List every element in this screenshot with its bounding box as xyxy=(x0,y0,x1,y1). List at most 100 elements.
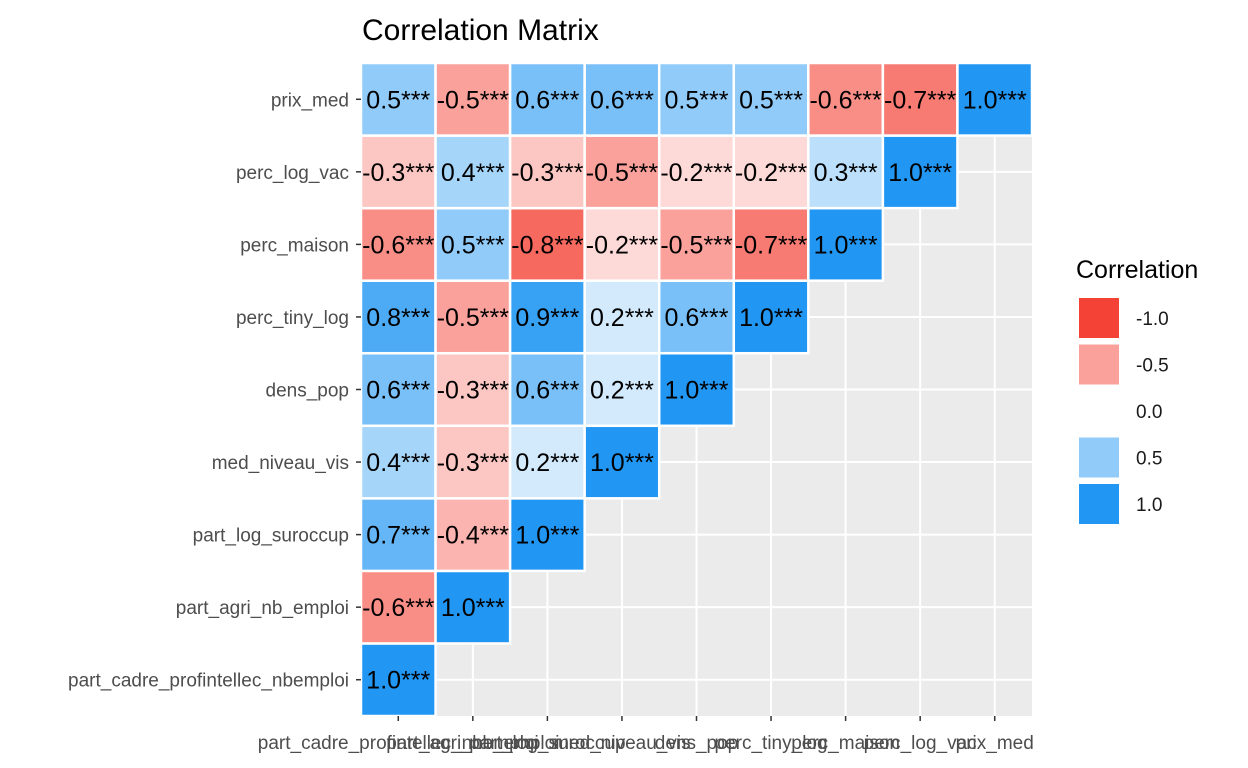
y-tick-label: perc_maison xyxy=(240,235,349,256)
cell-value-label: 0.2*** xyxy=(590,304,654,332)
legend-label: 0.0 xyxy=(1136,402,1162,423)
cell-value-label: 0.5*** xyxy=(665,86,729,114)
x-tick-label: part_log_suroccup xyxy=(469,733,625,754)
cell-value-label: 0.4*** xyxy=(366,449,430,477)
heatmap-cell xyxy=(657,351,736,428)
cell-value-label: 0.6*** xyxy=(665,304,729,332)
cell-value-label: 0.7*** xyxy=(366,522,430,550)
cell-value-label: 1.0*** xyxy=(665,377,729,405)
cell-value-label: -0.7*** xyxy=(884,86,957,114)
cell-value-label: -0.3*** xyxy=(437,377,510,405)
legend-key xyxy=(1079,344,1119,385)
cell-value-label: -0.5*** xyxy=(437,86,510,114)
cell-value-label: 0.2*** xyxy=(515,449,579,477)
cell-value-label: -0.5*** xyxy=(660,231,733,259)
cell-value-label: -0.2*** xyxy=(586,231,659,259)
x-axis: part_cadre_profintellec_nbemploipart_agr… xyxy=(258,716,1034,754)
x-tick-label: dens_pop xyxy=(655,733,738,754)
cell-value-label: -0.3*** xyxy=(362,159,435,187)
heatmap-cell xyxy=(583,206,661,282)
cell-value-label: 1.0*** xyxy=(963,86,1027,114)
y-tick-label: dens_pop xyxy=(266,381,349,402)
y-tick-label: part_cadre_profintellec_nbemploi xyxy=(68,671,349,692)
cell-value-label: -0.2*** xyxy=(735,159,808,187)
cell-value-label: 0.6*** xyxy=(590,86,654,114)
y-tick-label: part_agri_nb_emploi xyxy=(176,598,349,619)
x-tick-label: perc_tiny_log xyxy=(715,733,828,754)
heatmap-cell xyxy=(434,279,512,355)
y-tick-label: part_log_suroccup xyxy=(193,526,349,547)
cell-value-label: 0.6*** xyxy=(366,377,430,405)
y-tick-label: perc_log_vac xyxy=(236,163,349,184)
cell-value-label: -0.6*** xyxy=(362,231,435,259)
heatmap-cell xyxy=(732,279,810,355)
legend-key xyxy=(1079,484,1119,524)
heatmap-cell xyxy=(434,424,512,500)
cell-value-label: -0.3*** xyxy=(511,159,584,187)
x-tick-label: part_agri_nb_emploi xyxy=(386,733,559,754)
heatmap-cell xyxy=(583,424,661,500)
cell-value-label: 0.8*** xyxy=(366,304,430,332)
heatmap-cell xyxy=(807,61,885,137)
heatmap-cell xyxy=(508,61,586,137)
cell-value-label: -0.6*** xyxy=(362,594,435,622)
cell-value-label: 0.6*** xyxy=(515,86,579,114)
cell-value-label: 0.4*** xyxy=(441,159,505,187)
legend-label: 1.0 xyxy=(1136,495,1162,516)
y-tick-label: perc_tiny_log xyxy=(236,308,349,329)
cell-value-label: 0.5*** xyxy=(366,86,430,114)
x-tick-label: prix_med xyxy=(956,733,1034,754)
x-tick-label: part_cadre_profintellec_nbemploi xyxy=(258,733,539,754)
heatmap-cell xyxy=(657,279,736,355)
chart-title: Correlation Matrix xyxy=(362,14,599,47)
cell-value-label: 1.0*** xyxy=(590,449,654,477)
heatmap-cell xyxy=(657,206,736,282)
cell-value-label: -0.8*** xyxy=(511,231,584,259)
cell-value-label: -0.5*** xyxy=(586,159,659,187)
cell-value-label: 1.0*** xyxy=(366,667,430,695)
heatmap-cell xyxy=(434,497,512,573)
heatmap-cell xyxy=(508,497,586,573)
cell-value-label: 0.6*** xyxy=(515,377,579,405)
legend-title: Correlation xyxy=(1076,256,1198,284)
heatmap-cell xyxy=(732,134,810,210)
heatmap-cell xyxy=(881,61,959,137)
cell-value-label: -0.7*** xyxy=(735,231,808,259)
legend-key xyxy=(1079,391,1119,431)
heatmap-cell xyxy=(956,61,1034,137)
legend-key xyxy=(1079,298,1119,338)
cell-value-label: 1.0*** xyxy=(515,522,579,550)
cell-value-label: 0.5*** xyxy=(739,86,803,114)
cell-value-label: 0.3*** xyxy=(814,159,878,187)
heatmap-cell xyxy=(583,351,661,428)
heatmap-cell xyxy=(657,61,736,137)
legend: Correlation -1.0 -0.5 0.0 0.5 1.0 xyxy=(1076,256,1198,524)
cell-value-label: -0.4*** xyxy=(437,522,510,550)
cell-value-label: 0.9*** xyxy=(515,304,579,332)
heatmap-cell xyxy=(434,206,512,282)
heatmap-cell xyxy=(583,134,661,210)
cell-value-label: 1.0*** xyxy=(441,594,505,622)
legend-label: -1.0 xyxy=(1136,309,1169,330)
legend-label: -0.5 xyxy=(1136,356,1169,377)
y-tick-label: prix_med xyxy=(271,90,349,111)
legend-label: 0.5 xyxy=(1136,449,1162,470)
cell-value-label: -0.6*** xyxy=(809,86,882,114)
cell-value-label: 1.0*** xyxy=(888,159,952,187)
cell-value-label: 1.0*** xyxy=(739,304,803,332)
heatmap-cell xyxy=(434,61,512,137)
cell-value-label: -0.3*** xyxy=(437,449,510,477)
heatmap-cell xyxy=(508,424,586,500)
cell-value-label: -0.5*** xyxy=(437,304,510,332)
cell-value-label: -0.2*** xyxy=(660,159,733,187)
cell-value-label: 1.0*** xyxy=(814,231,878,259)
legend-key xyxy=(1079,437,1119,478)
cell-value-label: 0.5*** xyxy=(441,231,505,259)
x-tick-label: med_niveau_vis xyxy=(553,733,690,754)
heatmap-cell xyxy=(807,134,885,210)
x-tick-label: perc_maison xyxy=(791,733,900,754)
cell-value-label: 0.2*** xyxy=(590,377,654,405)
y-axis: part_cadre_profintellec_nbemploi part_agr… xyxy=(68,90,361,692)
heatmap-cell xyxy=(583,61,661,137)
